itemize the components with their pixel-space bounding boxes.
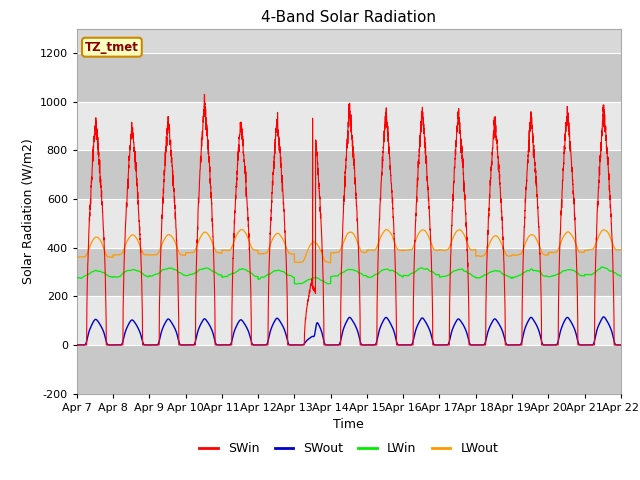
Y-axis label: Solar Radiation (W/m2): Solar Radiation (W/m2): [21, 138, 34, 284]
Title: 4-Band Solar Radiation: 4-Band Solar Radiation: [261, 10, 436, 25]
Bar: [77, 248, 621, 296]
Legend: SWin, SWout, LWin, LWout: SWin, SWout, LWin, LWout: [195, 437, 503, 460]
Text: TZ_tmet: TZ_tmet: [85, 41, 139, 54]
Bar: [77, 345, 621, 394]
Bar: [77, 102, 621, 150]
Bar: [77, 296, 621, 345]
X-axis label: Time: Time: [333, 418, 364, 431]
Bar: [77, 199, 621, 248]
Bar: [77, 53, 621, 102]
Bar: [77, 150, 621, 199]
